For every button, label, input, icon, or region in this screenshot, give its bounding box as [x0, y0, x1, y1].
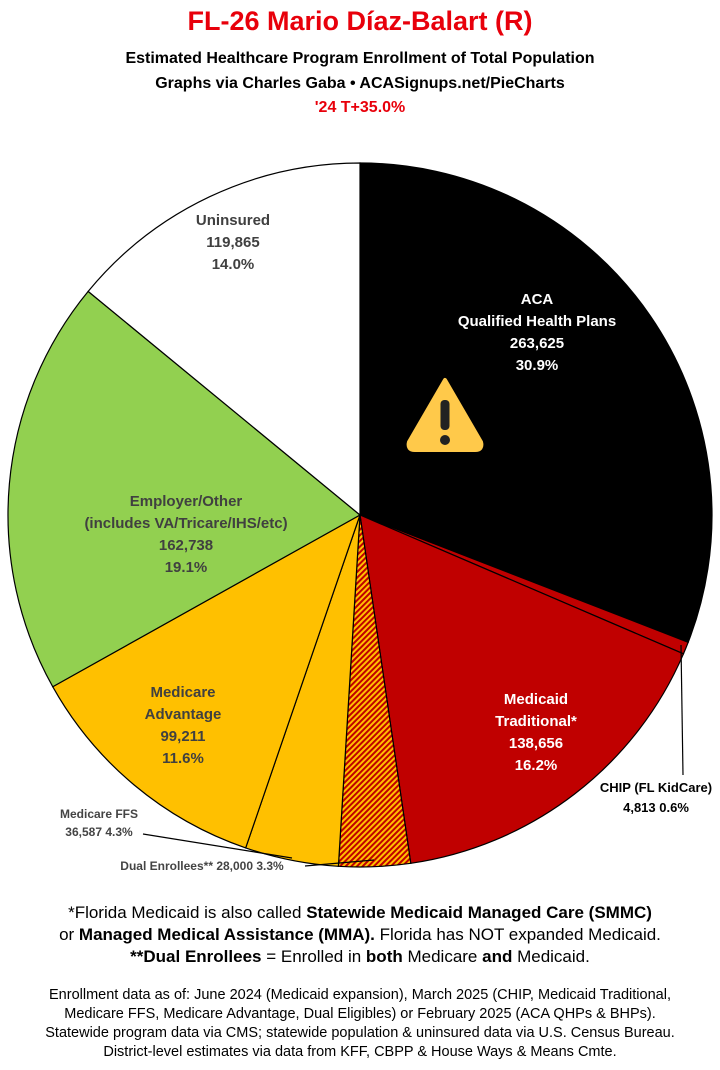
label-aca: ACA Qualified Health Plans 263,625 30.9%: [457, 291, 617, 374]
chip-leader-line: [680, 644, 684, 776]
pie-slice-uninsured: [87, 162, 361, 517]
pie-slice-employer-other: [7, 290, 362, 688]
pie-chart: [7, 162, 713, 868]
chart-credit: Graphs via Charles Gaba • ACASignups.net…: [155, 75, 565, 92]
label-uninsured: Uninsured 119,865 14.0%: [195, 212, 271, 273]
label-employer: Employer/Other (includes VA/Tricare/IHS/e…: [84, 493, 288, 576]
label-medicare-advantage: Medicare Advantage 99,211 11.6%: [144, 684, 222, 767]
dual-leader-line: [304, 859, 375, 867]
label-medicare-ffs: Medicare FFS 36,587 4.3%: [59, 807, 139, 839]
source-footer: Enrollment data as of: June 2024 (Medica…: [45, 987, 675, 1060]
trump-margin: '24 T+35.0%: [314, 99, 406, 116]
label-medicaid: Medicaid Traditional* 138,656 16.2%: [495, 691, 577, 774]
label-dual: Dual Enrollees** 28,000 3.3%: [120, 859, 284, 873]
ffs-leader-line: [142, 833, 293, 859]
pie-slice-aca-qualified-health-plans: [359, 162, 713, 644]
chart-title: FL-26 Mario Díaz-Balart (R): [187, 6, 533, 36]
label-chip: CHIP (FL KidCare) 4,813 0.6%: [599, 780, 713, 815]
pie-slice-medicare-advantage: [51, 513, 362, 849]
footnotes: *Florida Medicaid is also called Statewi…: [59, 903, 661, 966]
pie-slice-medicaid-traditional: [359, 514, 685, 865]
chart-subtitle: Estimated Healthcare Program Enrollment …: [125, 50, 595, 67]
warning-icon: [406, 378, 484, 452]
